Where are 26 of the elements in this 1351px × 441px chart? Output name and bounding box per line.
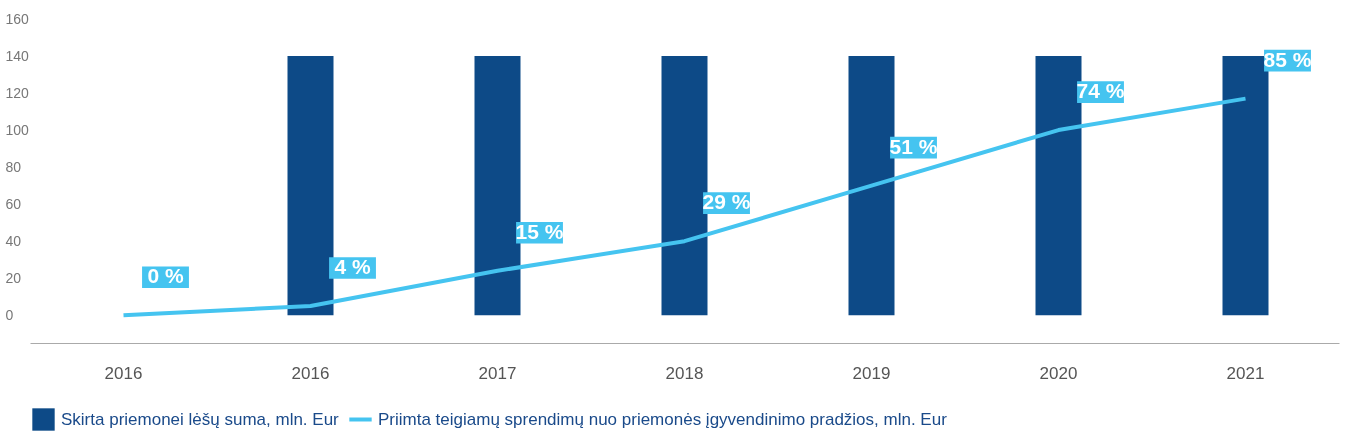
annotation: 15 % bbox=[515, 219, 564, 243]
annotation: 4 % bbox=[334, 254, 371, 278]
y-tick-label: 80 bbox=[5, 158, 22, 175]
annotation: 51 % bbox=[889, 134, 938, 158]
x-tick-label: 2016 bbox=[104, 363, 143, 383]
y-tick-label: 140 bbox=[5, 47, 30, 64]
annotation: 0 % bbox=[147, 264, 184, 288]
annotation: 74 % bbox=[1076, 79, 1125, 103]
y-tick-label: 60 bbox=[5, 195, 22, 212]
x-tick-label: 2017 bbox=[478, 363, 517, 383]
y-tick-label: 40 bbox=[5, 232, 22, 249]
y-tick-label: 100 bbox=[5, 121, 30, 138]
line-series bbox=[121, 96, 1248, 318]
y-tick-label: 20 bbox=[5, 269, 22, 286]
y-tick-label: 0 bbox=[5, 306, 14, 323]
legend-label: Priimta teigiamų sprendimų nuo priemonės įgyvendinimo pradžios, mln. Eur bbox=[378, 409, 948, 429]
x-tick-label: 2021 bbox=[1226, 363, 1265, 383]
legend-label: Skirta priemonei lėšų suma, mln. Eur bbox=[61, 409, 340, 429]
x-tick-label: 2019 bbox=[852, 363, 891, 383]
x-tick-label: 2020 bbox=[1039, 363, 1078, 383]
annotation: 85 % bbox=[1263, 47, 1312, 71]
x-tick-label: 2018 bbox=[665, 363, 704, 383]
y-tick-label: 160 bbox=[5, 10, 30, 27]
y-tick-label: 120 bbox=[5, 84, 30, 101]
x-tick-label: 2016 bbox=[291, 363, 330, 383]
annotation: 29 % bbox=[702, 190, 751, 214]
